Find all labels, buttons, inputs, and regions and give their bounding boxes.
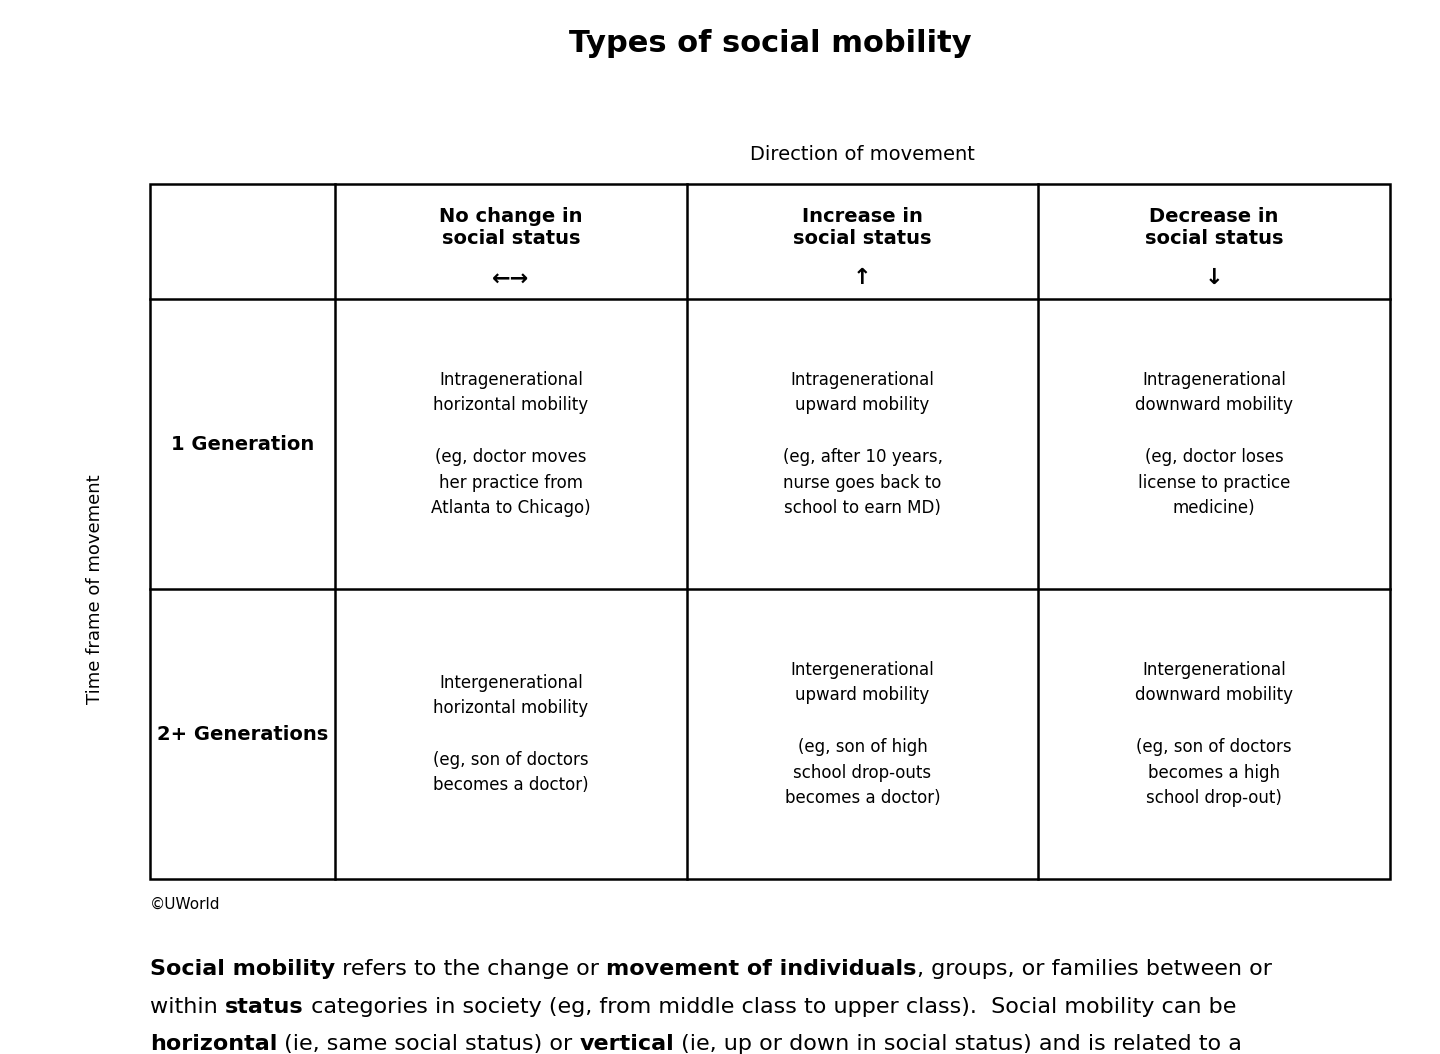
Text: within: within — [150, 997, 225, 1017]
Text: ↑: ↑ — [852, 269, 871, 289]
Text: Time frame of movement: Time frame of movement — [86, 474, 104, 704]
Text: 1 Generation: 1 Generation — [171, 434, 314, 453]
Text: (ie, same social status) or: (ie, same social status) or — [278, 1034, 580, 1054]
Text: Decrease in
social status: Decrease in social status — [1145, 208, 1283, 248]
Text: No change in
social status: No change in social status — [439, 208, 583, 248]
Text: status: status — [225, 997, 304, 1017]
Text: vertical: vertical — [580, 1034, 674, 1054]
Text: , groups, or families between or: , groups, or families between or — [917, 959, 1272, 979]
Bar — [150, 184, 1390, 879]
Text: Direction of movement: Direction of movement — [750, 144, 975, 163]
Text: horizontal: horizontal — [150, 1034, 278, 1054]
Text: Intragenerational
downward mobility

(eg, doctor loses
license to practice
medic: Intragenerational downward mobility (eg,… — [1135, 371, 1293, 518]
Text: Intergenerational
upward mobility

(eg, son of high
school drop-outs
becomes a d: Intergenerational upward mobility (eg, s… — [785, 661, 940, 807]
Text: Intragenerational
horizontal mobility

(eg, doctor moves
her practice from
Atlan: Intragenerational horizontal mobility (e… — [431, 371, 590, 518]
Text: Increase in
social status: Increase in social status — [793, 208, 932, 248]
Text: Intergenerational
downward mobility

(eg, son of doctors
becomes a high
school d: Intergenerational downward mobility (eg,… — [1135, 661, 1293, 807]
Text: (ie, up or down in social status) and is related to a: (ie, up or down in social status) and is… — [674, 1034, 1243, 1054]
Text: ↓: ↓ — [1205, 269, 1224, 289]
Text: categories in society (eg, from middle class to upper class).  Social mobility c: categories in society (eg, from middle c… — [304, 997, 1236, 1017]
Text: ©UWorld: ©UWorld — [150, 897, 220, 912]
Text: 2+ Generations: 2+ Generations — [157, 724, 328, 743]
Text: refers to the change or: refers to the change or — [336, 959, 606, 979]
Text: Intergenerational
horizontal mobility

(eg, son of doctors
becomes a doctor): Intergenerational horizontal mobility (e… — [433, 674, 589, 795]
Text: ←→: ←→ — [492, 269, 530, 289]
Text: movement of individuals: movement of individuals — [606, 959, 917, 979]
Text: Intragenerational
upward mobility

(eg, after 10 years,
nurse goes back to
schoo: Intragenerational upward mobility (eg, a… — [782, 371, 943, 518]
Text: Types of social mobility: Types of social mobility — [569, 30, 972, 59]
Text: Social mobility: Social mobility — [150, 959, 336, 979]
